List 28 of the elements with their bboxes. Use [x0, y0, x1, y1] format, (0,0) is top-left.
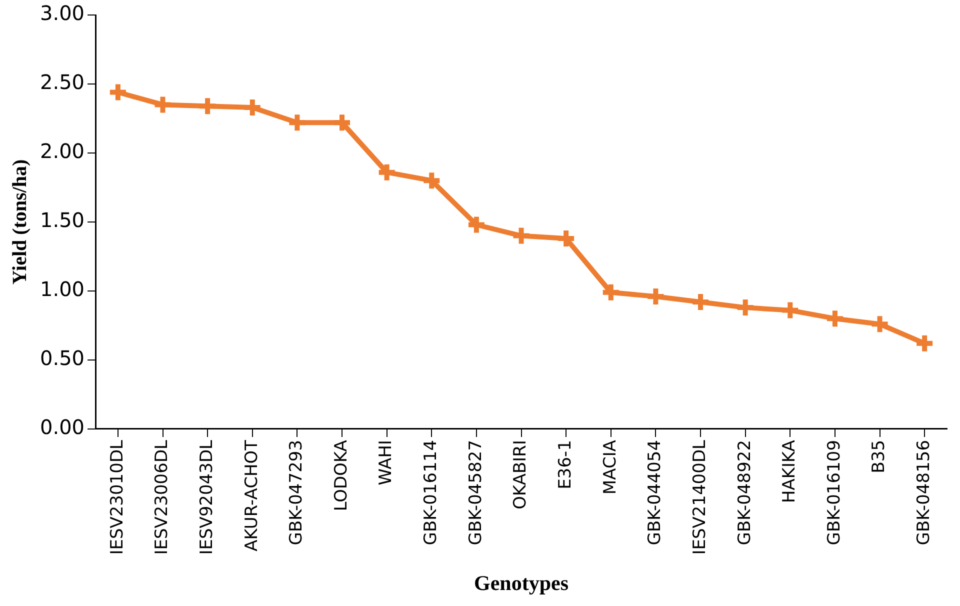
x-tick-label: GBK-045827: [466, 440, 486, 546]
y-tick-label: 2.50: [40, 70, 85, 94]
x-tick-label: GBK-047293: [286, 440, 307, 546]
x-tick-label: IESV92043DL: [196, 439, 217, 555]
x-tick-label: AKUR-ACHOT: [242, 439, 262, 552]
x-tick-label: IESV21400DL: [690, 439, 710, 555]
x-tick-label: HAKIKA: [780, 440, 800, 504]
x-tick-label: LODOKA: [331, 440, 352, 512]
y-tick-label: 3.00: [40, 1, 85, 26]
x-tick-label: OKABIRI: [510, 440, 531, 510]
x-tick-label: IESV23010DL: [107, 439, 128, 555]
x-axis-title: Genotypes: [474, 570, 569, 595]
y-axis-title: Yield (tons/ha): [9, 159, 32, 285]
x-tick-label: MACIA: [600, 440, 620, 494]
x-tick-label: GBK-048156: [914, 440, 934, 546]
y-tick-label: 1.50: [40, 208, 85, 232]
x-tick-label: E36-1: [556, 440, 576, 490]
x-tick-label: IESV23006DL: [152, 439, 172, 555]
x-tick-label: GBK-016114: [421, 440, 442, 546]
x-tick-label: WAHI: [376, 440, 396, 486]
x-tick-label: GBK-016109: [824, 440, 844, 546]
x-tick-label: B35: [869, 440, 890, 474]
x-tick-label: GBK-048922: [734, 440, 755, 546]
y-tick-label: 1.00: [40, 277, 85, 302]
y-tick-label: 0.00: [40, 415, 85, 440]
y-tick-label: 2.00: [40, 139, 85, 164]
y-tick-label: 0.50: [40, 346, 85, 370]
x-tick-label: GBK-044054: [645, 440, 666, 546]
